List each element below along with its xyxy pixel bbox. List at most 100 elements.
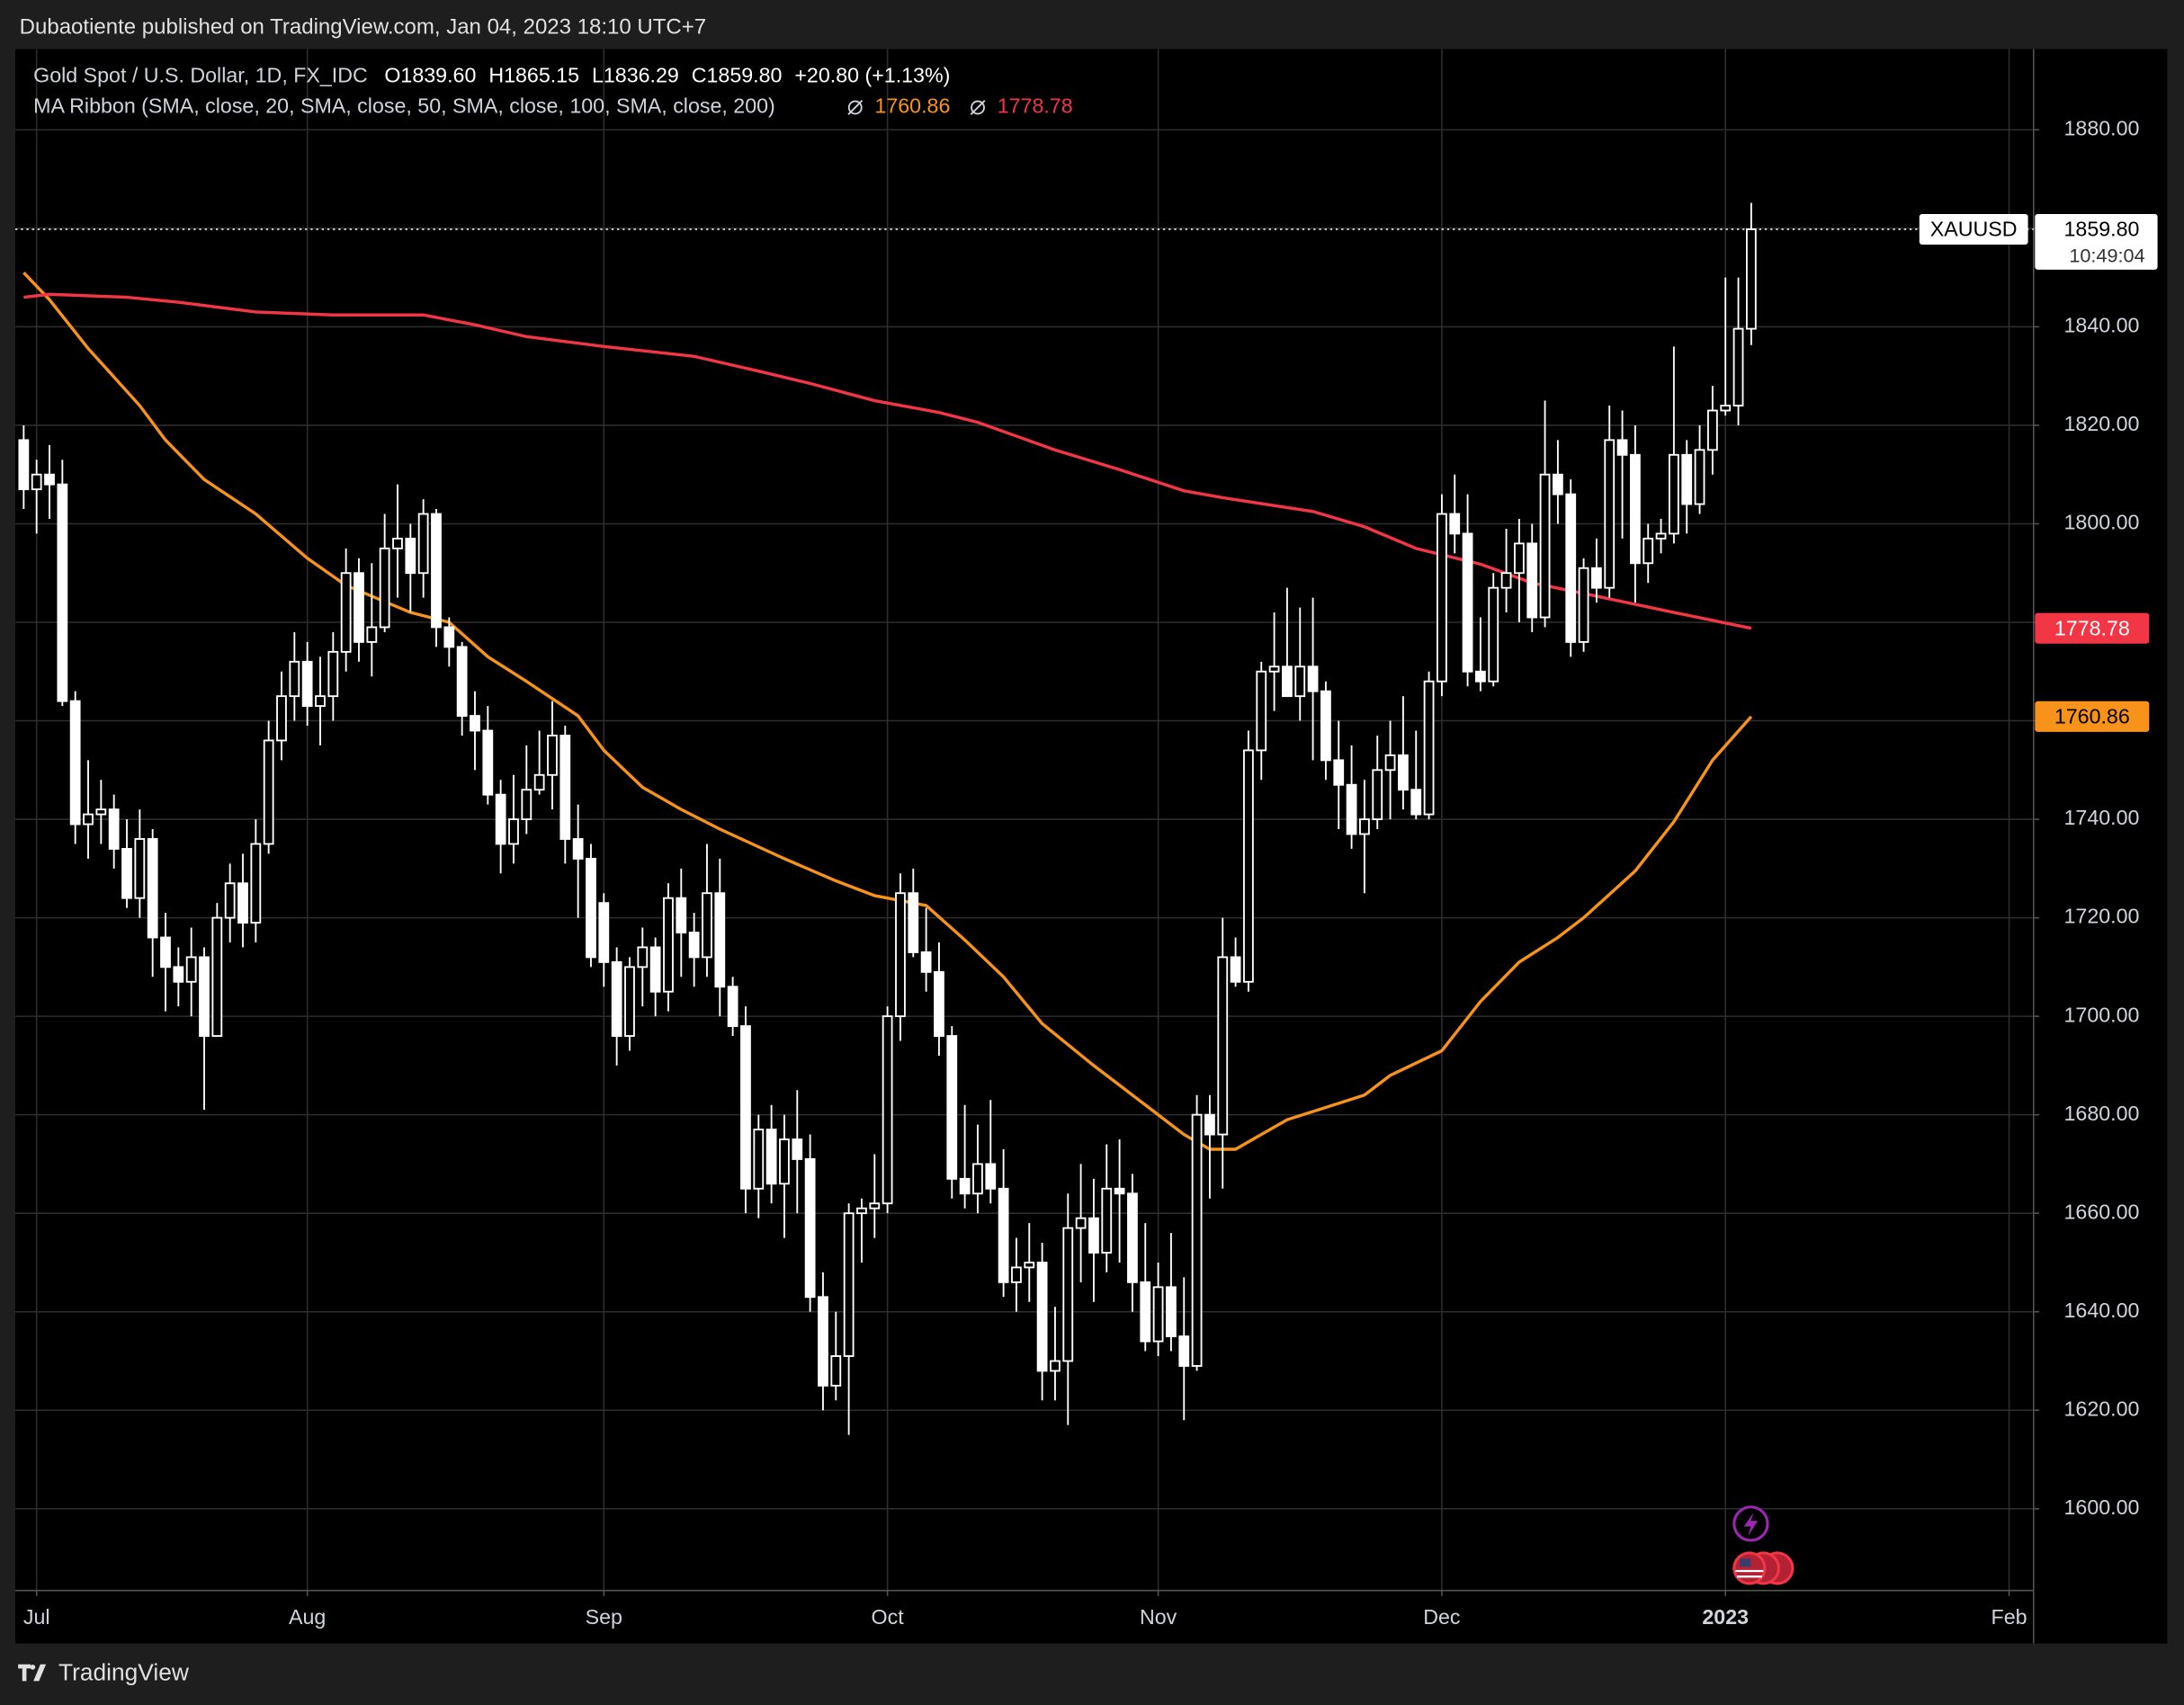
candle-body: [83, 813, 94, 826]
ma-price-tag: [2035, 612, 2150, 644]
candle-body: [301, 660, 313, 708]
candle-body: [443, 626, 455, 648]
ma50-legend-value: 1760.86: [874, 94, 950, 118]
y-tick-label: 1620.00: [2064, 1397, 2140, 1420]
candle-body: [431, 513, 442, 629]
candle-body: [1191, 1113, 1203, 1367]
y-tick-label: 1840.00: [2064, 314, 2140, 337]
candle-body: [1475, 670, 1486, 683]
candle-body: [31, 473, 42, 491]
candle-body: [1256, 670, 1267, 752]
candle-body: [856, 1207, 867, 1215]
candle-body: [508, 818, 519, 845]
last-price-tag-label: 1859.80: [2064, 218, 2140, 241]
candle-body: [934, 970, 944, 1037]
candle-body: [1500, 572, 1512, 589]
candle-body: [920, 951, 932, 973]
brand-logo[interactable]: TradingView: [18, 1659, 190, 1686]
plot: [15, 202, 2034, 1435]
candle-body: [482, 729, 494, 796]
candle-body: [1075, 1217, 1087, 1229]
y-tick-label: 1640.00: [2064, 1299, 2140, 1322]
event-icons[interactable]: [1732, 1505, 1795, 1585]
candle-body: [1230, 956, 1241, 983]
x-tick-label: Aug: [289, 1605, 326, 1629]
candle-body: [470, 715, 480, 732]
candle-body: [160, 936, 171, 969]
candle-body: [315, 695, 326, 708]
candle-body: [676, 897, 687, 933]
y-tick-label: 1700.00: [2064, 1003, 2140, 1026]
ma-legend-icon: [970, 100, 986, 115]
candle-body: [1320, 690, 1331, 762]
candle-body: [1204, 1113, 1215, 1136]
candle-body: [57, 483, 68, 702]
x-tick-label: Nov: [1140, 1605, 1177, 1629]
candle-body: [354, 572, 364, 643]
candle-body: [1346, 783, 1357, 835]
candle-body: [1553, 473, 1563, 495]
candle-body: [1669, 453, 1679, 535]
candle-body: [830, 1355, 842, 1387]
legend-value: H1865.15: [488, 64, 579, 87]
candle-body: [1449, 513, 1461, 535]
ma-price-tag-label: 1760.86: [2054, 705, 2130, 728]
candle-body: [121, 847, 132, 899]
candle-body: [1114, 1187, 1125, 1195]
x-tick-label: Feb: [1992, 1605, 2027, 1629]
candle-body: [263, 739, 274, 845]
ma-line: [23, 292, 1752, 630]
candle-body: [1333, 759, 1345, 786]
candle-body: [69, 700, 81, 826]
candle-body: [1101, 1187, 1113, 1254]
symbol-tag: [1919, 213, 2028, 245]
candle-body: [1437, 513, 1447, 683]
candle-body: [649, 946, 661, 993]
candle-body: [714, 892, 726, 988]
y-tick-label: 1740.00: [2064, 806, 2140, 829]
candle-body: [327, 650, 339, 698]
candle-body: [779, 1138, 790, 1185]
candle-body: [1398, 754, 1409, 791]
x-tick-label: Jul: [23, 1605, 50, 1629]
candle-body: [985, 1163, 997, 1190]
candle-body: [1268, 665, 1280, 673]
candle-body: [1140, 1281, 1151, 1343]
candle-body: [688, 932, 700, 959]
candle-body: [1526, 542, 1538, 619]
candle-body: [598, 902, 610, 963]
candle-body: [533, 773, 545, 791]
candle-body: [586, 857, 596, 959]
candle-body: [456, 646, 468, 717]
ma-price-tag-label: 1778.78: [2054, 616, 2130, 639]
candle-body: [1604, 439, 1616, 589]
candle-body: [1591, 567, 1602, 589]
candle-body: [211, 916, 223, 1037]
x-tick-label: Oct: [872, 1605, 905, 1629]
candle-body: [1655, 532, 1667, 540]
candle-body: [417, 513, 429, 575]
symbol-tag-label: XAUUSD: [1930, 218, 2018, 241]
candle-body: [495, 793, 506, 845]
y-tick-label: 1720.00: [2064, 905, 2140, 928]
candle-body: [1720, 405, 1732, 412]
candle-body: [1178, 1335, 1190, 1367]
candle-body: [959, 1177, 971, 1195]
candle-body: [998, 1187, 1009, 1283]
axis-labels: 1600.00 1620.00 1640.00 1660.00 1680.00 1700.…: [23, 116, 2158, 1629]
candle-body: [108, 808, 120, 850]
candle-body: [1282, 665, 1293, 698]
candle-body: [199, 956, 210, 1037]
candle-body: [340, 572, 352, 653]
y-tick-label: 1600.00: [2064, 1495, 2140, 1519]
candle-body: [804, 1158, 816, 1299]
candle-body: [740, 1025, 751, 1190]
candle-body: [1423, 680, 1435, 816]
candle-body: [1359, 818, 1370, 835]
candle-body: [521, 789, 533, 820]
candle-body: [637, 946, 649, 969]
candle-body: [224, 882, 236, 919]
candle-body: [843, 1212, 855, 1357]
candle-body: [1088, 1217, 1099, 1254]
candle-body: [1243, 749, 1254, 983]
